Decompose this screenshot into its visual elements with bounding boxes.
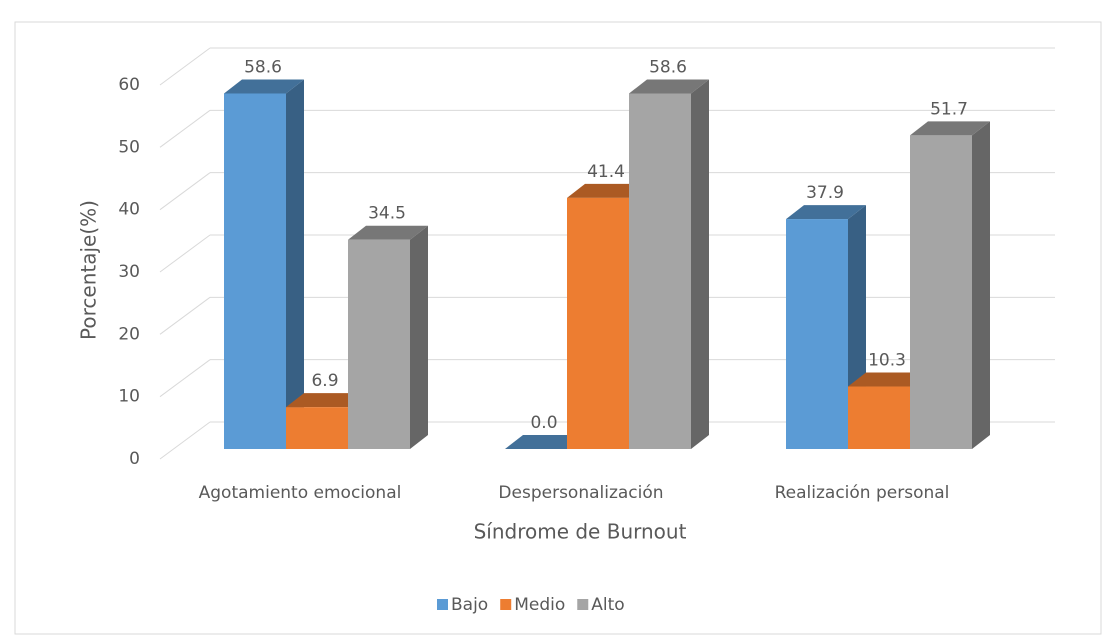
data-label: 37.9 — [806, 183, 844, 203]
data-label: 10.3 — [868, 351, 906, 371]
legend-label: Medio — [514, 595, 565, 615]
y-tick-label: 10 — [118, 387, 140, 407]
grid-line — [159, 421, 211, 460]
bar-side — [691, 79, 709, 449]
bar-top — [286, 393, 366, 408]
bar-front — [567, 197, 629, 449]
y-tick-label: 40 — [118, 200, 140, 220]
bar — [505, 435, 585, 449]
bar-front — [910, 135, 972, 449]
bar-top — [629, 79, 709, 94]
bar-top — [786, 205, 866, 220]
bar-front — [286, 407, 348, 449]
bar-front — [348, 239, 410, 449]
data-label: 58.6 — [244, 57, 282, 77]
bar-top — [348, 225, 428, 240]
bar — [224, 79, 304, 449]
legend-label: Alto — [591, 595, 624, 615]
bar-side — [972, 121, 990, 449]
data-label: 58.6 — [649, 57, 687, 77]
grid-line — [159, 109, 211, 148]
legend-label: Bajo — [451, 595, 488, 615]
bar-front — [848, 386, 910, 449]
y-tick-label: 60 — [118, 75, 140, 95]
legend-swatch — [500, 599, 512, 610]
grid-line — [159, 234, 211, 273]
bar-top — [848, 372, 928, 387]
x-axis-title: Síndrome de Burnout — [474, 520, 687, 544]
grid-line — [159, 359, 211, 398]
bar — [910, 121, 990, 449]
legend-swatch — [437, 599, 448, 610]
y-axis-title: Porcentaje(%) — [77, 200, 101, 340]
data-label: 34.5 — [368, 204, 406, 224]
bar-top — [567, 183, 647, 198]
legend-swatch — [577, 599, 589, 610]
bar-front — [786, 219, 848, 449]
bar-top — [224, 79, 304, 94]
bar-side — [410, 225, 428, 449]
data-label: 41.4 — [587, 162, 625, 182]
data-label: 0.0 — [530, 413, 557, 433]
bar-top — [910, 121, 990, 136]
bar-top — [505, 435, 585, 449]
bar-front — [629, 93, 691, 449]
bar — [348, 225, 428, 449]
bar-side — [286, 79, 304, 449]
x-tick-label: Realización personal — [775, 483, 950, 503]
grid-line — [159, 47, 211, 86]
x-tick-label: Agotamiento emocional — [199, 483, 402, 503]
data-label: 51.7 — [930, 99, 968, 119]
y-tick-label: 50 — [118, 137, 140, 157]
bar — [629, 79, 709, 449]
x-tick-label: Despersonalización — [498, 483, 663, 503]
y-tick-label: 30 — [118, 262, 140, 282]
y-tick-label: 20 — [118, 324, 140, 344]
grid-line — [159, 296, 211, 335]
bar-front — [224, 93, 286, 449]
grid-line — [159, 172, 211, 211]
data-label: 6.9 — [311, 371, 338, 391]
y-tick-label: 0 — [129, 449, 140, 469]
